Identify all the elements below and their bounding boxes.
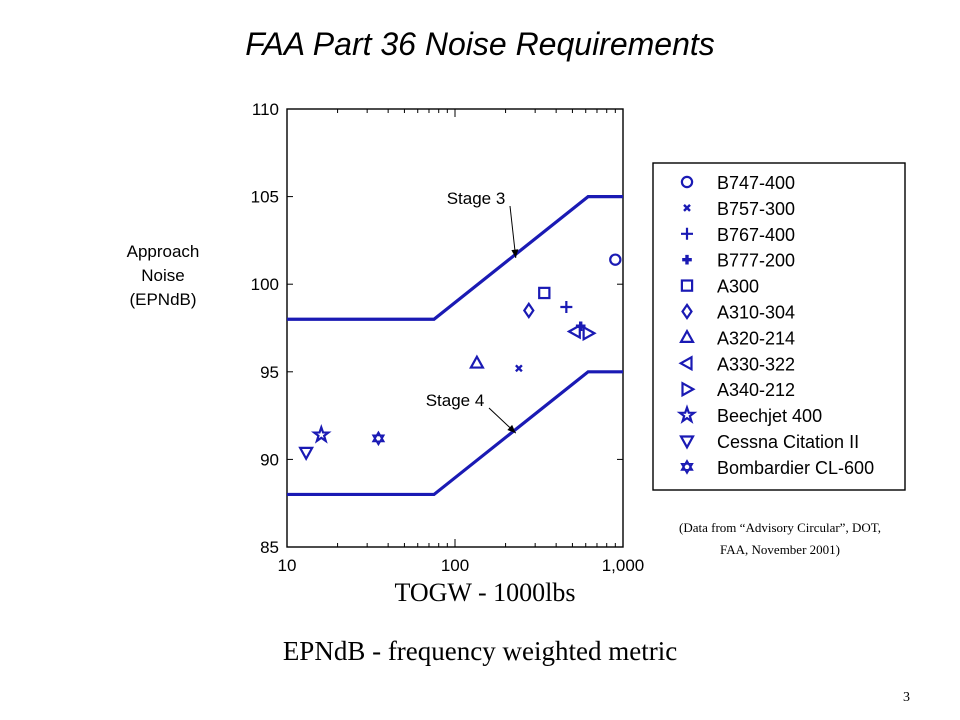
legend-marker — [678, 355, 693, 372]
y-axis-label-line: Noise — [141, 266, 185, 285]
source-note-line: FAA, November 2001) — [720, 542, 840, 557]
legend-entry: A330-322 — [717, 354, 795, 374]
data-point — [566, 323, 581, 340]
legend-entry: B747-400 — [717, 173, 795, 193]
data-point — [298, 446, 315, 461]
x-tick-label: 100 — [441, 556, 469, 575]
data-point — [522, 301, 535, 320]
annotation-arrow — [509, 205, 517, 258]
legend-marker — [679, 435, 695, 450]
legend-marker — [680, 459, 694, 475]
legend-marker — [679, 328, 695, 343]
legend-entry: A300 — [717, 277, 759, 297]
x-axis-label: TOGW - 1000lbs — [394, 578, 576, 607]
legend-entry: Bombardier CL-600 — [717, 458, 874, 478]
annotation-label: Stage 3 — [447, 189, 506, 208]
hexagram-triangle — [371, 430, 386, 443]
hexagram-triangle — [371, 434, 386, 447]
limit-line — [287, 370, 623, 497]
legend-marker — [681, 227, 693, 240]
legend-marker — [680, 279, 694, 292]
legend-marker — [680, 175, 694, 189]
y-tick-label: 110 — [252, 100, 279, 119]
legend-marker — [676, 404, 698, 424]
source-note: (Data from “Advisory Circular”, DOT, FAA… — [640, 517, 920, 561]
legend-entry: A310-304 — [717, 303, 795, 323]
x-tick-label: 10 — [278, 556, 297, 575]
caption: EPNdB - frequency weighted metric — [282, 636, 678, 666]
page-title: FAA Part 36 Noise Requirements — [245, 26, 715, 62]
legend-marker — [681, 381, 696, 398]
data-point — [609, 253, 622, 266]
annotation-label: Stage 4 — [426, 391, 485, 410]
legend-entry: Cessna Citation II — [717, 432, 859, 452]
legend-entry: A320-214 — [717, 328, 795, 348]
source-note-line: (Data from “Advisory Circular”, DOT, — [679, 520, 881, 535]
legend-marker — [682, 254, 692, 265]
legend-entry: B757-300 — [717, 199, 795, 219]
x-tick-label: 1,000 — [602, 556, 645, 575]
legend-entry: B777-200 — [717, 251, 795, 271]
y-tick-label: 95 — [260, 363, 279, 382]
data-point — [310, 424, 332, 444]
annotation-arrowhead — [511, 249, 519, 258]
y-tick-label: 100 — [251, 275, 279, 294]
legend-entry: Beechjet 400 — [717, 406, 822, 426]
y-axis-label-line: (EPNdB) — [129, 290, 197, 309]
limit-line — [287, 195, 623, 321]
page-number: 3 — [903, 690, 910, 705]
plot-frame — [286, 108, 624, 548]
data-point — [469, 354, 485, 369]
data-point — [582, 325, 597, 342]
legend-marker — [681, 302, 693, 321]
hexagram-triangle — [680, 459, 694, 471]
y-tick-label: 90 — [260, 450, 279, 469]
legend-entry: B767-400 — [717, 225, 795, 245]
legend-box — [652, 162, 906, 491]
y-tick-label: 85 — [260, 538, 279, 557]
annotation-arrowhead — [507, 424, 516, 434]
legend-entry: A340-212 — [717, 380, 795, 400]
data-point — [560, 300, 573, 313]
data-point — [371, 430, 386, 447]
legend-marker — [683, 204, 691, 212]
data-point — [538, 286, 551, 300]
y-axis-label-line: Approach — [126, 242, 200, 261]
y-tick-label: 105 — [251, 188, 279, 207]
hexagram-triangle — [680, 462, 694, 475]
y-axis-label: Approach Noise (EPNdB) — [108, 240, 218, 312]
data-point — [515, 364, 523, 373]
